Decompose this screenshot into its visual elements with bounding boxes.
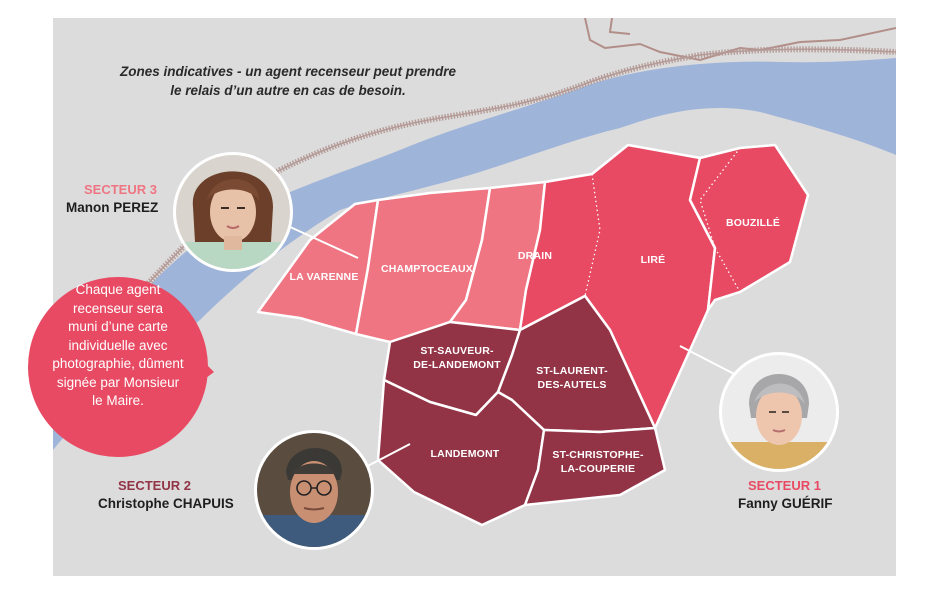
road-line (608, 18, 631, 35)
zone-label-champtoceaux: CHAMPTOCEAUX (380, 263, 474, 275)
map-note-line2: le relais d’un autre en cas de besoin. (170, 83, 406, 98)
zone-label-st-sauveur-de-landemont: ST-SAUVEUR- DE-LANDEMONT (402, 344, 512, 372)
info-bubble (28, 277, 214, 457)
sector-2-title: SECTEUR 2 (118, 478, 191, 493)
info-bubble-text: Chaque agent recenseur sera muni d’une c… (42, 281, 194, 411)
bubble-line: photographie, dûment (52, 356, 184, 371)
zone-label-st-christophe-la-couperie: ST-CHRISTOPHE- LA-COUPERIE (540, 448, 656, 476)
zone-st-christophe-la-couperie[interactable] (523, 426, 667, 507)
zone-label-line: ST-SAUVEUR- (420, 345, 494, 357)
bubble-line: muni d’une carte (68, 319, 168, 334)
zone-label-bouzille: BOUZILLÉ (725, 217, 781, 229)
zone-label-line: LA-COUPERIE (560, 463, 636, 475)
sector-3-title: SECTEUR 3 (84, 182, 157, 197)
zone-label-st-laurent-des-autels: ST-LAURENT- DES-AUTELS (522, 364, 622, 392)
portrait-sector-2 (254, 430, 374, 550)
bubble-line: Chaque agent (75, 282, 161, 297)
zone-label-line: ST-LAURENT- (536, 365, 608, 377)
zone-lire[interactable] (518, 143, 717, 430)
bubble-line: individuelle avec (68, 337, 168, 353)
sector-2-agent-name: Christophe CHAPUIS (98, 496, 234, 511)
bubble-line: recenseur sera (72, 300, 164, 316)
bubble-line: le Maire. (92, 393, 144, 408)
leader-line-s1 (679, 345, 743, 379)
road-line (584, 18, 896, 62)
zone-label-landemont: LANDEMONT (430, 448, 500, 460)
bubble-line: signée par Monsieur (56, 374, 180, 390)
sector-3-agent-name: Manon PEREZ (66, 200, 159, 215)
zone-label-line: ST-CHRISTOPHE- (552, 449, 644, 461)
map-note-line1: Zones indicatives - un agent recenseur p… (119, 64, 457, 79)
zone-label-lire: LIRÉ (640, 254, 666, 266)
sector-1-agent-name: Fanny GUÉRIF (738, 496, 833, 511)
sector-1-title: SECTEUR 1 (748, 478, 821, 493)
zone-label-line: DES-AUTELS (537, 379, 607, 391)
map-note: Zones indicatives - un agent recenseur p… (88, 62, 488, 100)
zone-label-la-varenne: LA VARENNE (289, 271, 359, 283)
leader-line-s3 (287, 225, 359, 259)
zone-label-drain: DRAIN (517, 250, 553, 262)
zone-label-line: DE-LANDEMONT (413, 359, 501, 371)
commune-borders (355, 147, 741, 335)
